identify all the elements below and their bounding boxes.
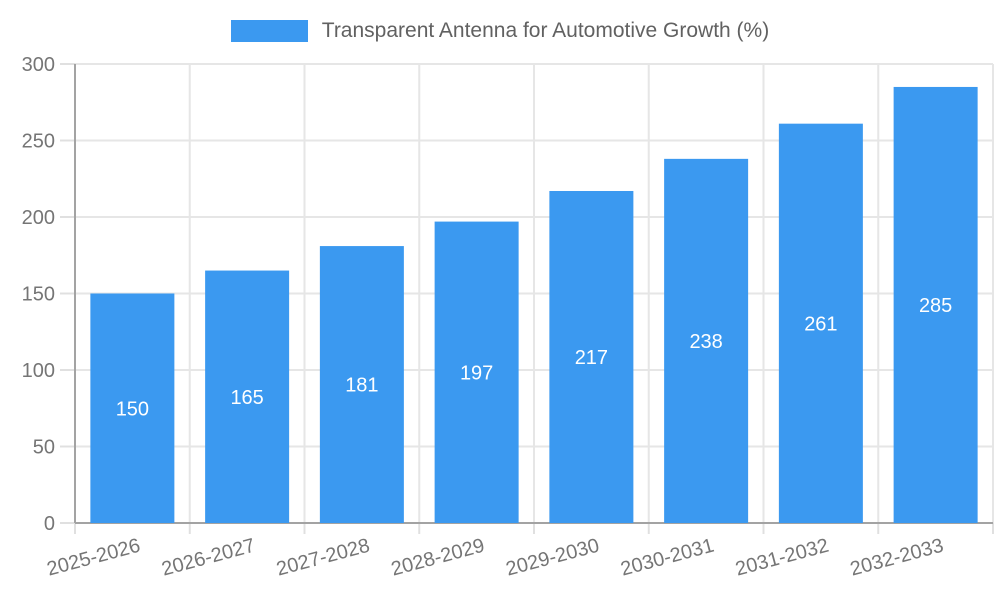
bar[interactable] (319, 246, 404, 523)
bar-value-label: 181 (345, 375, 378, 397)
bar[interactable] (664, 158, 749, 524)
x-axis-tick-label: 2032-2033 (848, 535, 946, 581)
bar-value-label: 217 (575, 347, 608, 369)
x-axis-tick-label: 2029-2030 (504, 535, 602, 581)
y-axis-tick-label: 50 (33, 437, 55, 459)
bar[interactable] (205, 270, 290, 523)
bar-value-label: 150 (116, 398, 149, 420)
x-axis-tick-label: 2027-2028 (274, 535, 372, 581)
x-axis-tick-label: 2028-2029 (389, 535, 487, 581)
x-axis-tick-label: 2026-2027 (159, 535, 257, 581)
bar-value-label: 285 (919, 295, 952, 317)
y-axis-tick-label: 200 (22, 207, 55, 229)
bar[interactable] (549, 190, 634, 524)
bar-value-label: 197 (460, 362, 493, 384)
x-axis-tick-label: 2031-2032 (733, 535, 831, 581)
x-axis-tick-label: 2030-2031 (618, 535, 716, 581)
y-axis-tick-label: 150 (22, 284, 55, 306)
bar-value-label: 238 (689, 331, 722, 353)
bar-value-label: 261 (804, 313, 837, 335)
x-axis-tick-label: 2025-2026 (45, 535, 143, 581)
bar[interactable] (434, 221, 519, 523)
bar[interactable] (778, 123, 863, 524)
y-axis-tick-label: 0 (44, 513, 55, 535)
legend-label[interactable]: Transparent Antenna for Automotive Growt… (321, 19, 770, 42)
legend: Transparent Antenna for Automotive Growt… (0, 17, 1000, 45)
y-axis-tick-label: 100 (22, 360, 55, 382)
y-axis-tick-label: 250 (22, 131, 55, 153)
legend-swatch[interactable] (230, 20, 308, 42)
bar[interactable] (893, 86, 978, 523)
bar[interactable] (90, 293, 175, 524)
bar-value-label: 165 (230, 387, 263, 409)
y-axis-tick-label: 300 (22, 54, 55, 76)
